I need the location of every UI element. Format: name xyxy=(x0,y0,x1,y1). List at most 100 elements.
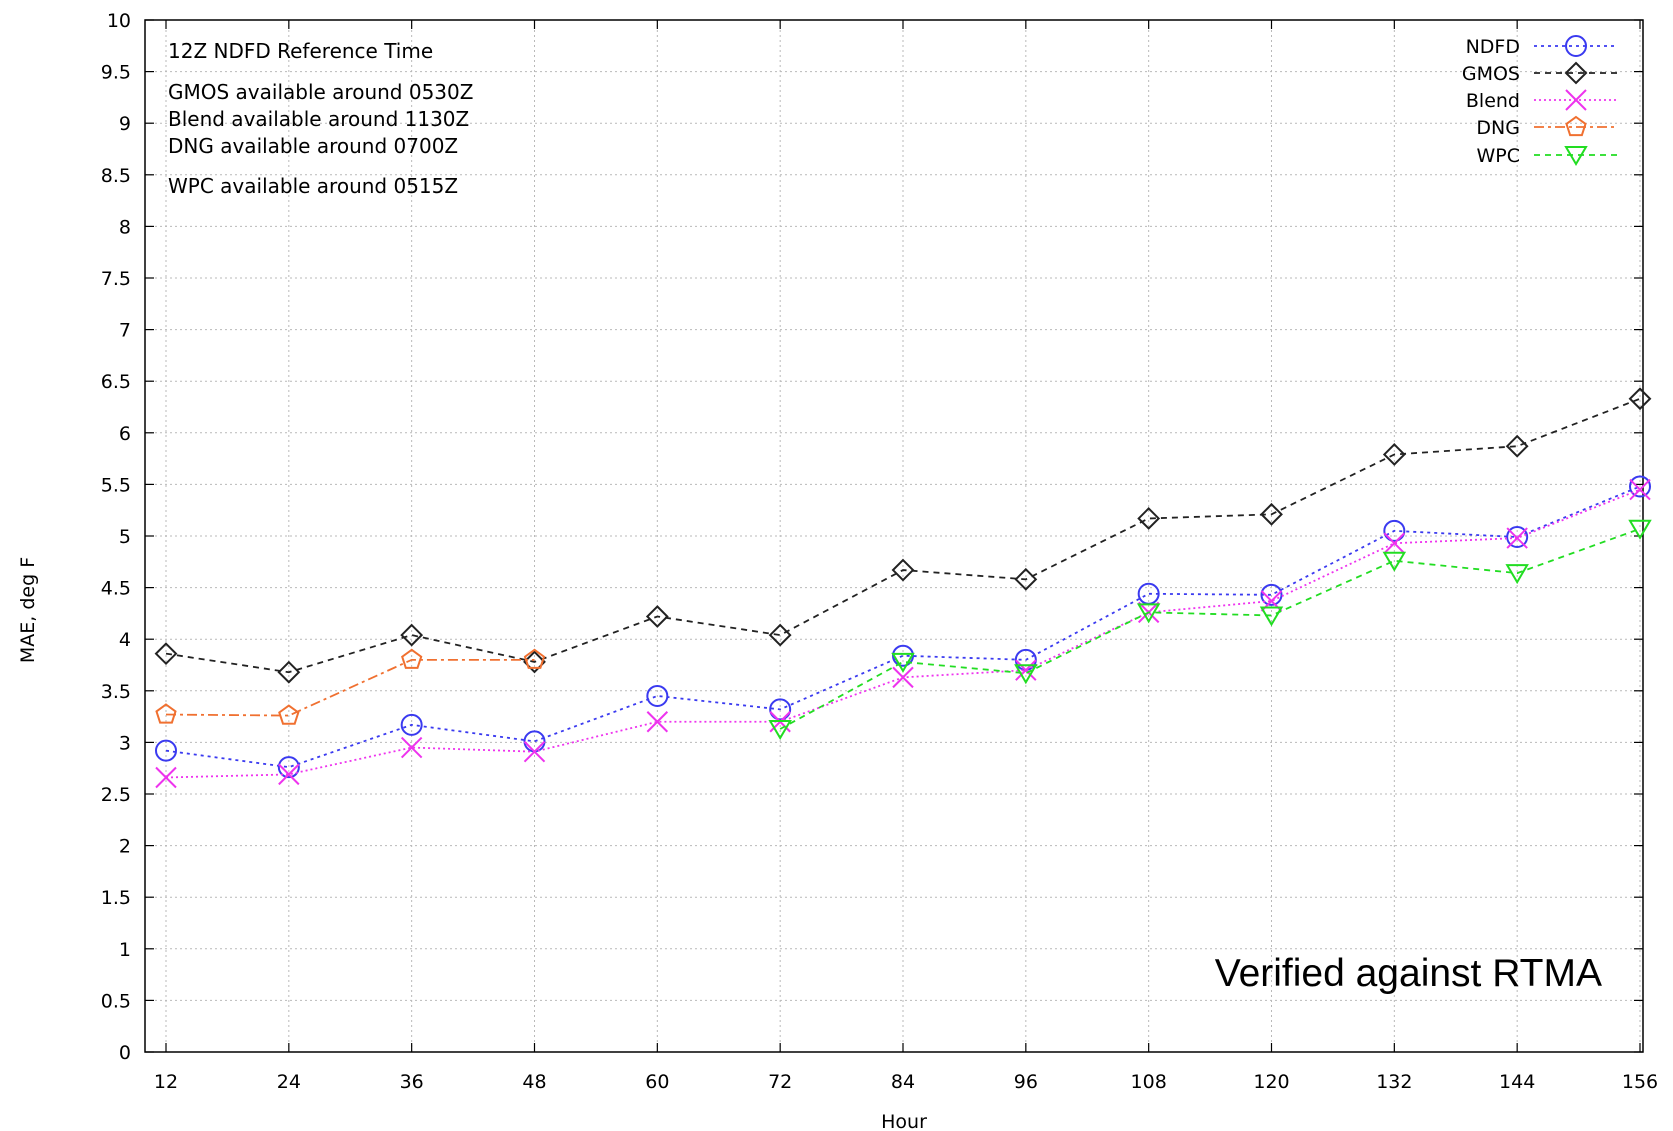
series-line-wpc xyxy=(779,527,1641,730)
x-tick-label: 84 xyxy=(891,1071,915,1093)
data-point-ndfd xyxy=(646,684,669,707)
series-layer xyxy=(154,387,1652,789)
legend-entry-blend: Blend xyxy=(1466,89,1618,112)
legend-label-gmos: GMOS xyxy=(1462,63,1520,85)
y-tick-label: 9 xyxy=(119,113,131,135)
data-point-gmos xyxy=(1014,567,1038,591)
y-tick-label: 2.5 xyxy=(101,784,131,806)
x-tick-label: 72 xyxy=(768,1071,792,1093)
legend-label-wpc: WPC xyxy=(1476,145,1520,167)
y-tick-label: 2 xyxy=(119,836,131,858)
x-tick-label: 60 xyxy=(645,1071,669,1093)
x-tick-label: 120 xyxy=(1253,1071,1289,1093)
series-gmos xyxy=(154,387,1652,684)
series-line-gmos xyxy=(165,397,1641,674)
x-tick-label: 12 xyxy=(154,1071,178,1093)
data-point-dng xyxy=(278,704,300,725)
legend-entry-ndfd: NDFD xyxy=(1466,35,1618,58)
y-tick-label: 0 xyxy=(119,1042,131,1064)
y-tick-label: 8.5 xyxy=(101,165,131,187)
data-point-gmos xyxy=(523,650,546,674)
data-point-dng xyxy=(401,648,423,669)
data-point-blend xyxy=(1506,527,1528,549)
x-tick-label: 108 xyxy=(1131,1071,1167,1093)
y-tick-label: 9.5 xyxy=(101,62,131,84)
data-point-blend xyxy=(400,736,423,759)
y-tick-label: 0.5 xyxy=(101,990,131,1012)
x-tick-label: 132 xyxy=(1376,1071,1412,1093)
data-point-dng xyxy=(155,703,177,724)
data-point-ndfd xyxy=(1506,526,1529,549)
axis-ticks: 0 0.5 1 1.5 2 2.5 3 3.5 4 4.5 5 5.5 6 6.5 7 7.5 8 8.5 9 9.5… xyxy=(101,10,1658,1093)
legend-marker-blend xyxy=(1565,89,1587,111)
y-tick-label: 8 xyxy=(119,216,131,238)
x-tick-label: 24 xyxy=(277,1071,301,1093)
data-point-gmos xyxy=(645,605,669,628)
data-point-ndfd xyxy=(1383,519,1406,542)
data-point-blend xyxy=(278,763,300,786)
y-tick-label: 1.5 xyxy=(101,887,131,909)
y-tick-label: 4.5 xyxy=(101,578,131,600)
y-tick-label: 5 xyxy=(119,526,131,548)
data-point-gmos xyxy=(1260,502,1283,526)
data-point-wpc xyxy=(1259,606,1284,627)
x-tick-label: 156 xyxy=(1622,1071,1658,1093)
note-dng-availability: DNG available around 0700Z xyxy=(168,134,458,158)
y-tick-label: 1 xyxy=(119,939,131,961)
series-line-ndfd xyxy=(165,485,1641,769)
data-point-ndfd xyxy=(155,739,177,762)
y-axis-title: MAE, deg F xyxy=(17,557,39,663)
data-point-blend xyxy=(1383,532,1406,554)
data-point-gmos xyxy=(400,623,424,647)
series-line-blend xyxy=(165,488,1641,779)
legend-entry-gmos: GMOS xyxy=(1462,61,1618,85)
x-tick-label: 96 xyxy=(1014,1071,1038,1093)
data-point-gmos xyxy=(891,558,915,582)
data-point-blend xyxy=(155,766,177,789)
note-gmos-availability: GMOS available around 0530Z xyxy=(168,80,473,104)
y-tick-label: 6 xyxy=(119,423,131,445)
y-tick-label: 6.5 xyxy=(101,371,131,393)
series-wpc xyxy=(768,519,1652,740)
data-point-ndfd xyxy=(1260,583,1283,606)
legend-label-ndfd: NDFD xyxy=(1466,36,1520,58)
data-point-gmos xyxy=(277,660,301,684)
y-tick-label: 7 xyxy=(119,320,131,342)
legend-label-dng: DNG xyxy=(1476,117,1520,139)
reference-notes: 12Z NDFD Reference Time GMOS available a… xyxy=(168,39,473,198)
data-point-gmos xyxy=(1628,387,1652,411)
note-wpc-availability: WPC available around 0515Z xyxy=(168,174,458,198)
y-tick-label: 10 xyxy=(107,10,131,32)
legend-label-blend: Blend xyxy=(1466,90,1520,112)
x-axis-title: Hour xyxy=(881,1111,927,1131)
legend-entry-wpc: WPC xyxy=(1476,145,1618,167)
data-point-ndfd xyxy=(277,756,300,779)
data-point-blend xyxy=(892,666,914,689)
note-blend-availability: Blend available around 1130Z xyxy=(168,107,469,131)
y-tick-label: 7.5 xyxy=(101,268,131,290)
legend-entry-dng: DNG xyxy=(1476,115,1618,139)
y-tick-label: 5.5 xyxy=(101,474,131,496)
verification-note: Verified against RTMA xyxy=(1215,952,1602,995)
x-tick-label: 144 xyxy=(1499,1071,1535,1093)
data-point-wpc xyxy=(1505,564,1529,585)
legend-marker-wpc xyxy=(1564,146,1588,166)
data-point-ndfd xyxy=(1629,475,1651,498)
data-point-gmos xyxy=(1382,443,1406,466)
x-tick-label: 36 xyxy=(400,1071,424,1093)
y-tick-label: 3.5 xyxy=(101,681,131,703)
note-reference-time: 12Z NDFD Reference Time xyxy=(168,39,433,63)
x-tick-label: 48 xyxy=(522,1071,546,1093)
data-point-wpc xyxy=(1014,664,1038,685)
data-point-blend xyxy=(1015,659,1037,681)
series-line-dng xyxy=(165,658,535,717)
data-point-blend xyxy=(523,740,546,763)
legend-marker-ndfd xyxy=(1565,35,1587,57)
data-point-wpc xyxy=(768,719,792,740)
y-tick-label: 4 xyxy=(119,629,131,651)
series-dng xyxy=(155,648,546,725)
data-point-blend xyxy=(646,711,669,733)
legend-marker-gmos xyxy=(1564,61,1588,85)
data-point-gmos xyxy=(154,642,178,666)
